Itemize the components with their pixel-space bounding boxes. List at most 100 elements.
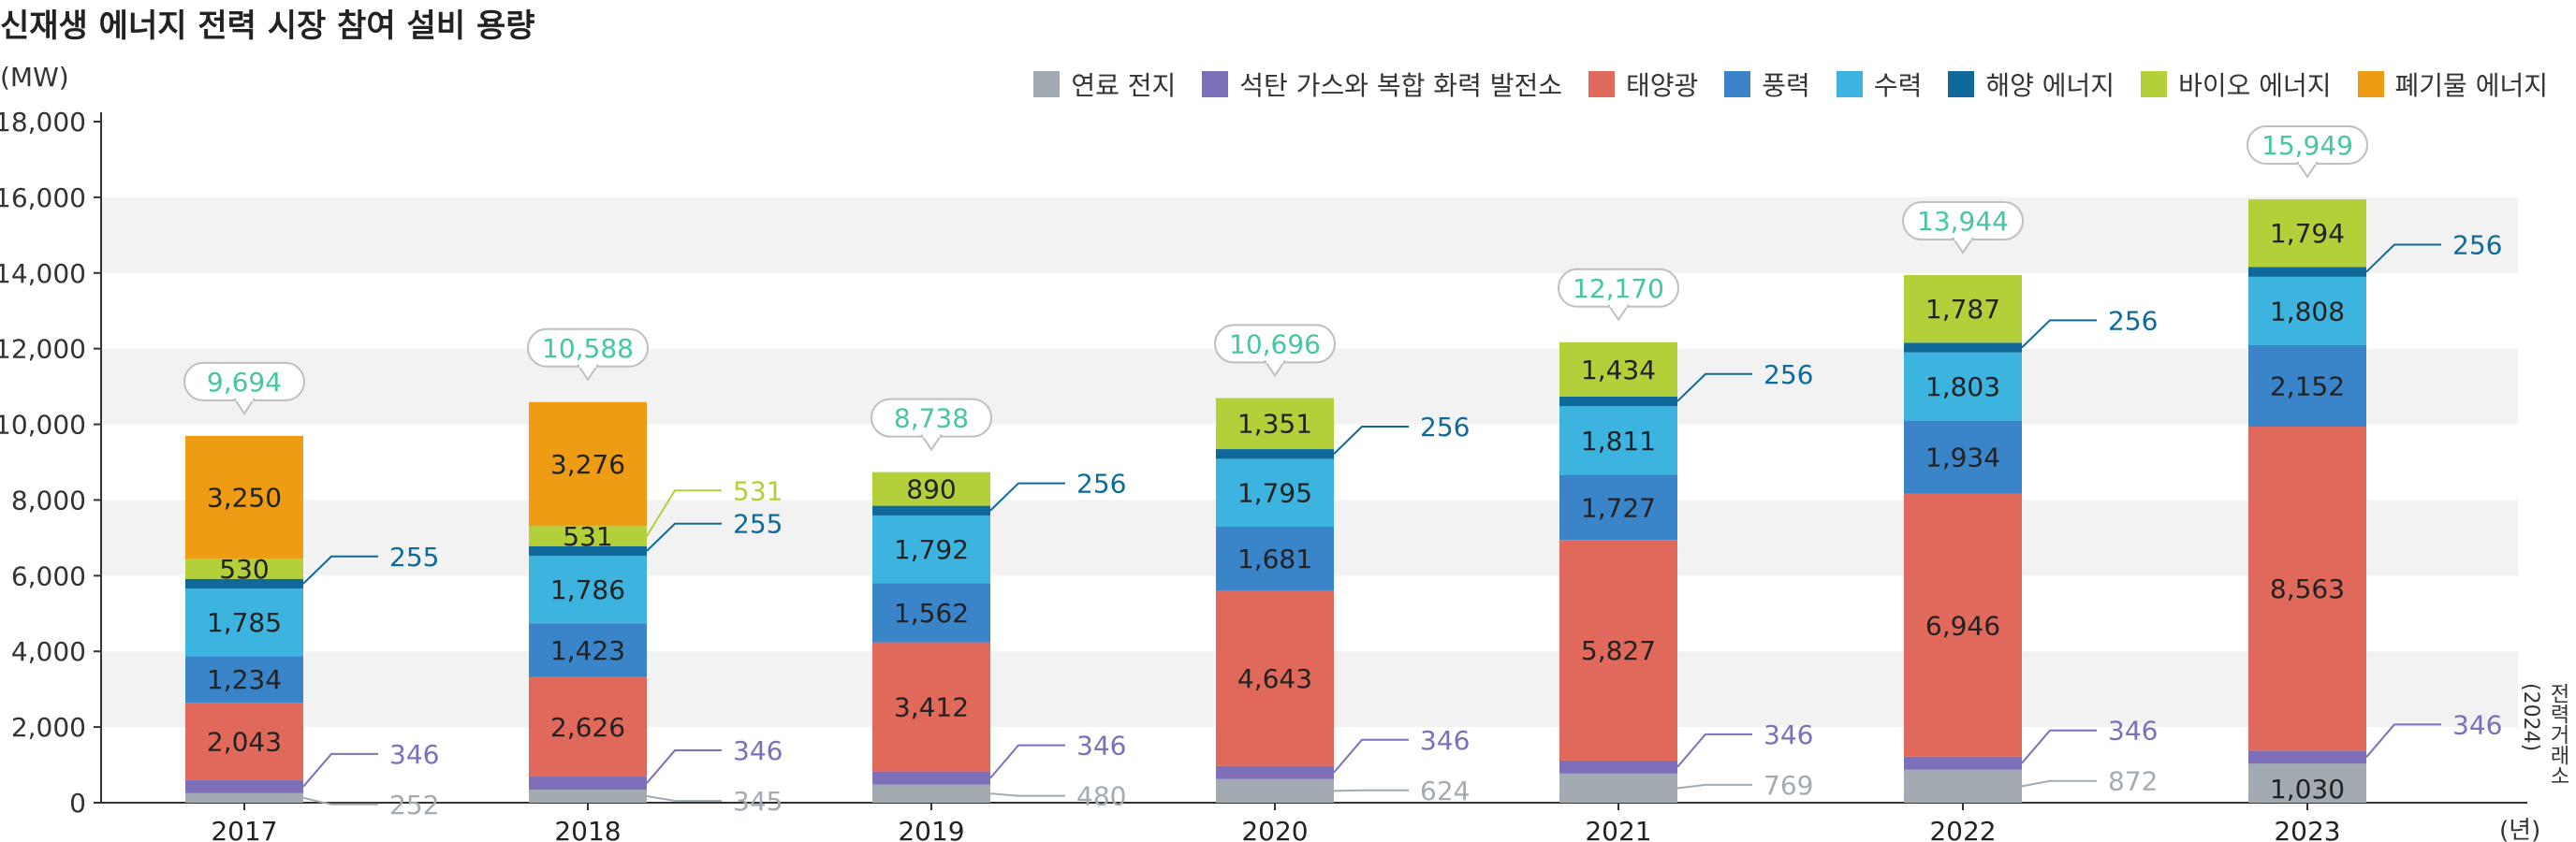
source-label: 전력거래소(2024) (2519, 683, 2569, 786)
bar-segment (2248, 267, 2366, 277)
callout-label: 872 (2108, 766, 2158, 797)
bar-segment (1904, 756, 2022, 770)
callout-label: 769 (1764, 770, 1813, 801)
legend-label: 석탄 가스와 복합 화력 발전소 (1239, 70, 1563, 101)
data-label: 6,946 (1925, 610, 2000, 641)
bar-segment (185, 578, 303, 589)
legend-item: 연료 전지 (1033, 65, 1176, 103)
total-label: 10,588 (542, 333, 634, 364)
bar-segment (185, 656, 303, 704)
y-tick-label: 10,000 (0, 410, 86, 441)
legend: 연료 전지 석탄 가스와 복합 화력 발전소 태양광 풍력 수력 해양 에너지 바이오 에너… (1007, 65, 2548, 103)
bar-segment (1216, 778, 1334, 803)
callout-line (989, 792, 1065, 797)
total-bubble-tail-mask (923, 433, 940, 438)
bar-segment (1216, 449, 1334, 459)
legend-item: 폐기물 에너지 (2357, 65, 2548, 103)
callout-label: 345 (733, 786, 783, 817)
data-label: 4,643 (1237, 663, 1312, 694)
data-label: 1,786 (550, 574, 625, 605)
data-label: 1,934 (1925, 443, 2000, 473)
legend-swatch (1724, 71, 1751, 97)
legend-label: 연료 전지 (1071, 70, 1177, 101)
data-label: 1,681 (1237, 544, 1312, 574)
data-label: 1,794 (2270, 218, 2345, 249)
total-bubble-tail-mask (1266, 359, 1283, 364)
callout-label: 255 (389, 542, 439, 573)
data-label: 3,412 (894, 692, 969, 723)
bar-segment (1904, 420, 2022, 494)
bar-segment (2248, 427, 2366, 751)
legend-label: 해양 에너지 (1985, 70, 2115, 101)
callout-line (302, 752, 378, 788)
bar-segment (2248, 763, 2366, 803)
total-bubble-tail (920, 434, 943, 452)
data-label: 1,811 (1581, 426, 1656, 457)
data-label: 2,626 (550, 712, 625, 743)
bar-segment (1216, 526, 1334, 590)
bar-segment (872, 583, 990, 643)
data-label: 531 (563, 521, 612, 552)
legend-swatch (1588, 71, 1616, 97)
bar-segment (1904, 352, 2022, 421)
y-tick-label: 12,000 (0, 334, 86, 365)
data-label: 530 (219, 554, 269, 585)
total-label: 12,170 (1573, 273, 1664, 304)
data-label: 890 (906, 474, 956, 505)
data-label: 3,276 (550, 449, 625, 480)
bar-segment (185, 588, 303, 657)
legend-item: 수력 (1836, 65, 1922, 103)
legend-item: 풍력 (1724, 65, 1810, 103)
callout-label: 256 (1764, 359, 1813, 390)
callout-line (646, 489, 722, 537)
bar-segment (1904, 769, 2022, 803)
total-bubble-tail (1607, 304, 1630, 322)
data-label: 1,792 (894, 534, 969, 565)
data-label: 1,030 (2270, 774, 2345, 805)
bar-segment (872, 784, 990, 803)
x-tick-label: 2017 (211, 816, 277, 842)
bar-segment (529, 401, 647, 527)
bar-segment (872, 505, 990, 515)
callout-line (2365, 243, 2441, 273)
total-bubble-tail-mask (236, 397, 253, 401)
legend-swatch (1202, 71, 1229, 97)
x-tick-label: 2019 (898, 816, 964, 842)
grid-band (101, 196, 2518, 273)
callout-line (302, 555, 378, 585)
bar-segment (529, 676, 647, 777)
callout-label: 256 (1076, 469, 1126, 500)
bar-segment (1559, 396, 1677, 407)
data-label: 5,827 (1581, 635, 1656, 666)
total-label: 8,738 (894, 403, 969, 434)
bar-segment (529, 545, 647, 557)
total-bubble-tail-mask (1610, 303, 1627, 308)
callout-label: 480 (1076, 781, 1126, 812)
bar-segment (1216, 765, 1334, 779)
callout-line (1676, 372, 1752, 402)
callout-label: 255 (733, 509, 783, 540)
callout-line (2021, 779, 2097, 788)
callout-label: 531 (733, 475, 783, 506)
bar-segment (185, 792, 303, 803)
data-label: 1,803 (1925, 371, 2000, 402)
callout-label: 252 (389, 790, 439, 820)
bar-segment (1904, 275, 2022, 343)
callout-line (2021, 729, 2097, 764)
legend-label: 바이오 에너지 (2178, 70, 2332, 101)
data-label: 1,785 (207, 607, 282, 638)
x-tick-label: 2020 (1241, 816, 1308, 842)
x-tick-label: 2021 (1585, 816, 1651, 842)
callout-label: 256 (2452, 230, 2502, 261)
legend-label: 폐기물 에너지 (2394, 70, 2548, 101)
bar-segment (2248, 198, 2366, 268)
callout-line (2021, 319, 2097, 349)
y-tick-label: 0 (69, 788, 86, 819)
y-tick-label: 16,000 (0, 182, 86, 213)
legend-label: 풍력 (1762, 70, 1810, 101)
bar-segment (2248, 344, 2366, 428)
total-label: 15,949 (2261, 130, 2353, 161)
legend-swatch (1836, 71, 1863, 97)
callout-line (646, 522, 722, 552)
